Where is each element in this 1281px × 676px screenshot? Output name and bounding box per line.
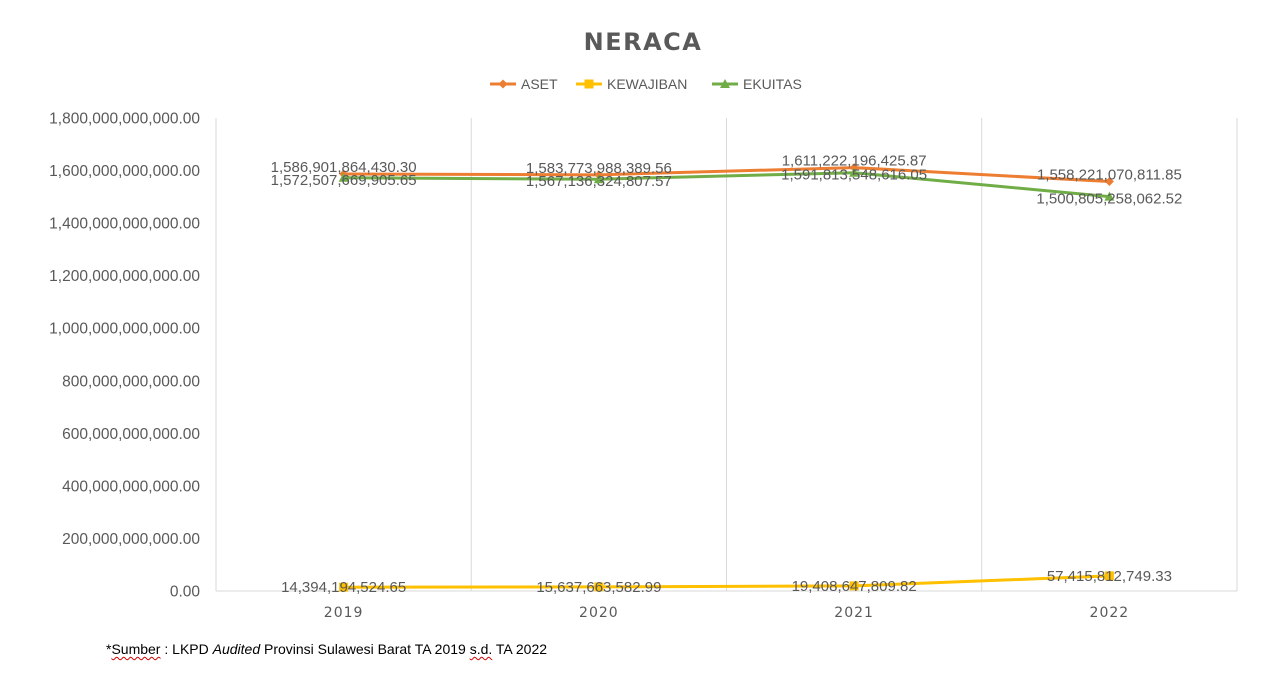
data-label-ekuitas: 1,572,507,669,905.65 <box>271 172 417 189</box>
legend-marker-aset <box>498 79 508 89</box>
y-tick-label: 600,000,000,000.00 <box>62 426 200 443</box>
data-point-kewajiban <box>849 581 859 591</box>
chart-series <box>338 163 1115 592</box>
data-label-kewajiban: 57,415,812,749.33 <box>1047 568 1172 585</box>
chart-title: NERACA <box>584 28 703 56</box>
y-tick-label: 1,200,000,000,000.00 <box>49 268 200 285</box>
x-tick-label: 2020 <box>579 605 619 621</box>
y-tick-label: 1,800,000,000,000.00 <box>49 111 200 128</box>
data-label-kewajiban: 14,394,194,524.65 <box>281 579 406 596</box>
x-axis: 2019 2020 2021 2022 <box>216 590 1237 621</box>
source-note: *Sumber : LKPD Audited Provinsi Sulawesi… <box>106 641 547 657</box>
y-tick-label: 1,000,000,000,000.00 <box>49 321 200 338</box>
y-tick-label: 0.00 <box>170 584 201 601</box>
series-line-kewajiban <box>342 574 1111 589</box>
source-prefix: * <box>106 641 112 657</box>
data-label-ekuitas: 1,500,805,258,062.52 <box>1036 191 1182 208</box>
source-text-3: TA 2022 <box>492 641 548 657</box>
data-point-ekuitas <box>338 172 349 182</box>
data-label-aset: 1,583,773,988,389.56 <box>526 160 672 177</box>
legend-label-ekuitas: EKUITAS <box>743 76 802 92</box>
data-point-aset <box>849 163 859 173</box>
legend-label-kewajiban: KEWAJIBAN <box>607 76 687 92</box>
chart-legend: ASET KEWAJIBAN EKUITAS <box>490 76 802 92</box>
data-label-aset: 1,611,222,196,425.87 <box>782 153 927 170</box>
data-point-aset <box>1104 177 1114 187</box>
source-italic-audited: Audited <box>212 641 261 657</box>
series-line-ekuitas <box>342 171 1111 199</box>
y-tick-label: 200,000,000,000.00 <box>62 531 200 548</box>
legend-marker-kewajiban <box>584 79 594 89</box>
data-label-kewajiban: 15,637,663,582.99 <box>536 579 661 596</box>
x-tick-label: 2021 <box>834 605 874 621</box>
y-tick-label: 800,000,000,000.00 <box>62 373 200 390</box>
series-line-aset <box>342 166 1111 184</box>
source-word-sd: s.d. <box>469 641 493 657</box>
y-tick-label: 1,600,000,000,000.00 <box>49 163 200 180</box>
source-text-2: Provinsi Sulawesi Barat TA 2019 <box>260 641 470 657</box>
data-point-ekuitas <box>1104 191 1115 201</box>
data-label-aset: 1,558,221,070,811.85 <box>1037 167 1182 184</box>
x-tick-label: 2022 <box>1090 605 1130 621</box>
data-label-aset: 1,586,901,864,430.30 <box>271 159 417 176</box>
x-tick-label: 2019 <box>324 605 364 621</box>
data-label-ekuitas: 1,591,813,548,616.05 <box>781 167 927 184</box>
legend-label-aset: ASET <box>521 76 558 92</box>
y-tick-label: 1,400,000,000,000.00 <box>49 216 200 233</box>
y-axis: 0.00 200,000,000,000.00 400,000,000,000.00… <box>49 111 200 601</box>
legend-marker-ekuitas <box>720 79 730 88</box>
data-labels: 1,586,901,864,430.30 1,583,773,988,389.56… <box>271 153 1183 597</box>
data-point-kewajiban <box>339 582 349 592</box>
source-text-1: : LKPD <box>160 641 213 657</box>
data-point-kewajiban <box>1104 571 1114 581</box>
data-label-kewajiban: 19,408,647,809.82 <box>792 578 917 595</box>
data-point-ekuitas <box>849 167 860 177</box>
source-word-sumber: Sumber <box>111 641 161 657</box>
data-point-ekuitas <box>593 174 604 184</box>
y-tick-label: 400,000,000,000.00 <box>62 478 200 495</box>
data-point-kewajiban <box>594 582 604 592</box>
data-label-ekuitas: 1,567,136,324,807.57 <box>526 173 672 190</box>
chart-grid <box>215 118 1238 591</box>
